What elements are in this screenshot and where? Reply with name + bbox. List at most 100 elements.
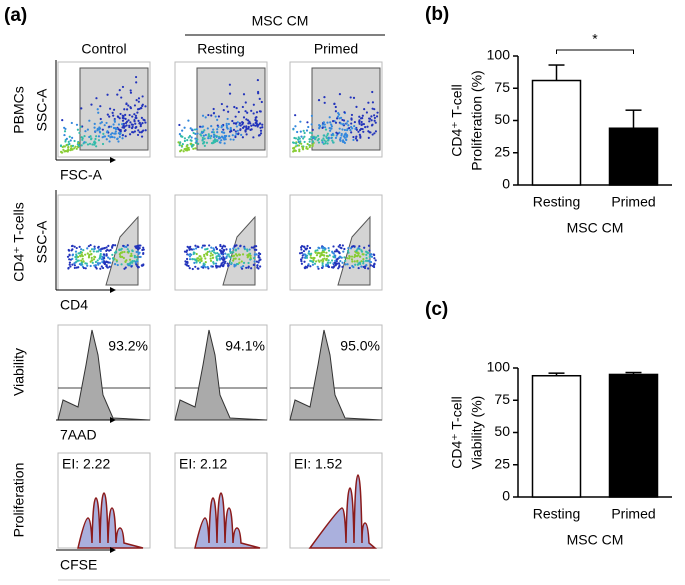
event (112, 123, 115, 126)
event (122, 117, 125, 120)
event (296, 130, 299, 134)
event (225, 248, 228, 251)
event (125, 245, 128, 249)
y-axis-label: Proliferation (%) (469, 70, 485, 170)
event (247, 266, 250, 269)
event (97, 250, 100, 253)
event (357, 254, 360, 257)
event (207, 135, 210, 138)
event (249, 254, 252, 257)
event (214, 115, 217, 118)
event (193, 128, 197, 131)
event (109, 248, 112, 252)
event (86, 264, 89, 267)
event (294, 142, 298, 145)
event (70, 249, 73, 252)
event (137, 100, 140, 103)
event (70, 121, 73, 125)
event (321, 126, 324, 129)
event (185, 250, 188, 253)
event (113, 263, 117, 266)
column-header: Primed (314, 41, 358, 57)
event (199, 255, 202, 258)
event (133, 254, 136, 257)
event (327, 249, 331, 252)
event (353, 120, 356, 124)
event (136, 111, 139, 114)
event (139, 244, 142, 247)
event (239, 124, 242, 127)
event (230, 261, 233, 265)
y-tick-label: 50 (494, 111, 510, 127)
event (300, 260, 303, 263)
event (105, 249, 108, 252)
event (97, 245, 100, 248)
event (223, 257, 226, 260)
event (199, 133, 202, 136)
event (346, 120, 349, 123)
event (308, 246, 312, 250)
event (131, 125, 134, 129)
event (226, 105, 229, 108)
event (370, 255, 374, 258)
event (336, 262, 339, 265)
event (306, 121, 309, 124)
event (88, 142, 92, 145)
event (334, 254, 337, 257)
event (65, 143, 68, 147)
event (77, 144, 81, 147)
event (222, 128, 225, 131)
event (252, 103, 255, 106)
event (75, 260, 78, 263)
event (364, 259, 368, 262)
event (315, 136, 318, 139)
event (221, 251, 224, 254)
event (350, 131, 353, 134)
event (228, 255, 231, 258)
event (345, 135, 348, 138)
event (119, 112, 122, 116)
event (100, 121, 103, 124)
event (314, 137, 317, 141)
event (361, 117, 364, 120)
event (206, 127, 209, 130)
event (241, 253, 245, 256)
event (116, 137, 119, 141)
event (308, 140, 311, 143)
event (67, 146, 70, 149)
event (322, 251, 326, 254)
event (223, 134, 226, 138)
event (200, 257, 203, 260)
event (108, 265, 111, 268)
event (239, 128, 242, 132)
event (242, 261, 246, 265)
event (367, 130, 370, 133)
event (124, 135, 127, 138)
event (351, 260, 354, 263)
event (196, 257, 199, 260)
event (254, 124, 257, 127)
event (204, 257, 207, 260)
event (217, 125, 220, 129)
event (255, 248, 258, 251)
event (232, 128, 236, 131)
event (82, 260, 85, 263)
event (327, 136, 330, 139)
event (103, 135, 107, 138)
event (353, 253, 357, 257)
event (121, 85, 125, 89)
event (96, 259, 99, 262)
event (212, 131, 215, 134)
event (203, 144, 206, 147)
event (297, 136, 300, 139)
event (211, 256, 215, 259)
event (214, 246, 218, 249)
event (304, 253, 307, 256)
event (362, 122, 365, 126)
event (101, 260, 104, 264)
event (93, 143, 96, 146)
event (93, 255, 96, 258)
event (371, 101, 375, 104)
event (77, 252, 80, 255)
